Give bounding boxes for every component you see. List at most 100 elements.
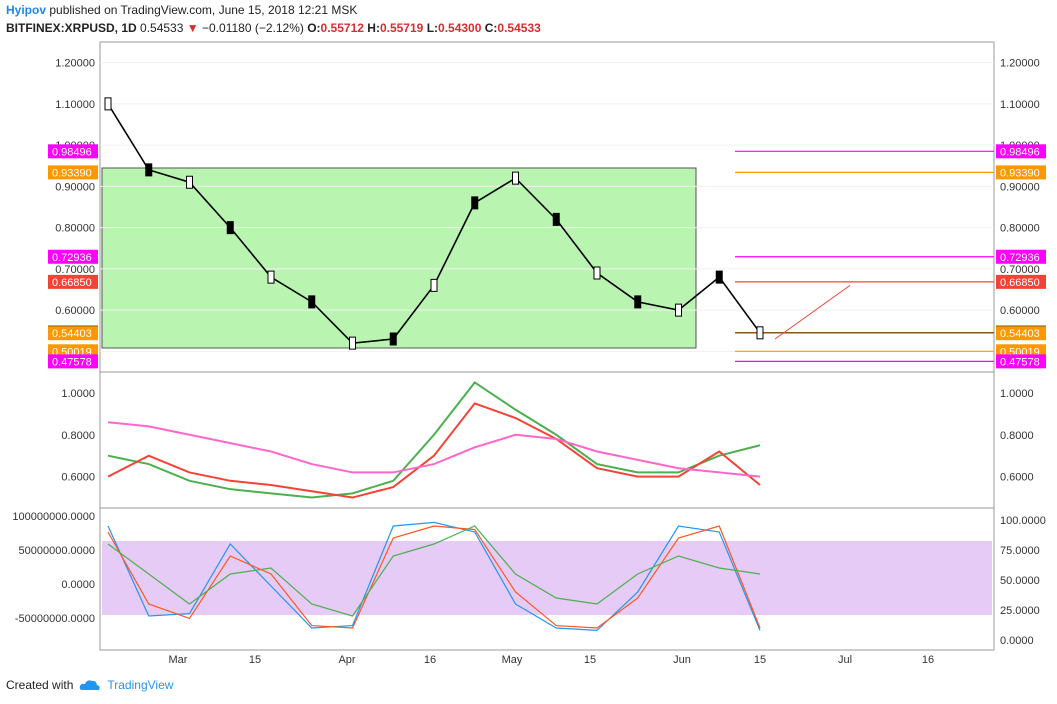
level-tag-left xyxy=(48,165,98,180)
level-tag-right xyxy=(996,274,1046,289)
price-candle xyxy=(308,295,316,309)
price-axis-right-label: 0.60000 xyxy=(1000,305,1040,317)
level-tag-left xyxy=(48,249,98,264)
level-tag-left xyxy=(48,274,98,289)
price-axis-right-label: 0.80000 xyxy=(1000,223,1040,235)
time-axis-label: 15 xyxy=(249,654,261,666)
osc-axis-right-label: 0.6000 xyxy=(1000,472,1034,484)
level-tag-right-label: 0.93390 xyxy=(1000,167,1040,179)
osc-series-line xyxy=(107,421,761,478)
level-tag-right xyxy=(996,249,1046,264)
time-axis-label: 15 xyxy=(754,654,766,666)
price-candle xyxy=(145,163,153,177)
time-axis-label: 16 xyxy=(424,654,436,666)
price-candle xyxy=(715,270,723,284)
oscillator-pane[interactable] xyxy=(99,371,995,509)
published-text: published on TradingView.com, June 15, 2… xyxy=(49,3,358,17)
stoch-axis-right-label: 50.0000 xyxy=(1000,575,1040,587)
stoch-axis-left-label: 50000000.0000 xyxy=(19,545,95,557)
publish-line: Hyipov published on TradingView.com, Jun… xyxy=(6,3,357,17)
tradingview-link[interactable]: TradingView xyxy=(107,678,174,692)
price-axis-right-label: 1.20000 xyxy=(1000,58,1040,70)
level-tag-left-label: 0.93390 xyxy=(52,167,92,179)
footer: Created with TradingView xyxy=(6,678,173,692)
level-tag-right-label: 0.72936 xyxy=(1000,252,1040,264)
osc-series-line xyxy=(107,381,761,499)
open-value: 0.55712 xyxy=(320,21,364,35)
created-with-label: Created with xyxy=(6,678,74,692)
level-tag-left xyxy=(48,326,98,341)
time-axis-label: Apr xyxy=(338,654,355,666)
high-label: H: xyxy=(367,21,380,35)
osc-axis-left-label: 1.0000 xyxy=(61,388,95,400)
high-value: 0.55719 xyxy=(379,21,424,35)
ohlc-line: BITFINEX:XRPUSD, 1D 0.54533 ▼ −0.01180 (… xyxy=(6,21,541,35)
stoch-series-line xyxy=(107,525,761,629)
low-label: L: xyxy=(426,21,439,35)
price-axis-left-label: 0.80000 xyxy=(55,223,95,235)
price-candle xyxy=(512,171,519,185)
green-range-box xyxy=(101,167,697,349)
tradingview-cloud-icon xyxy=(80,680,101,690)
down-arrow-icon: ▼ xyxy=(186,21,199,35)
low-value: 0.54300 xyxy=(438,21,482,35)
level-tag-left xyxy=(48,354,98,369)
open-label: O: xyxy=(307,21,321,35)
level-tag-right xyxy=(996,165,1046,180)
level-tag-left-label: 0.66850 xyxy=(52,277,92,289)
price-candle xyxy=(675,303,682,317)
level-tag-right-label: 0.66850 xyxy=(1000,277,1040,289)
price-candle xyxy=(226,221,234,235)
time-axis-label: 16 xyxy=(922,654,934,666)
price-axis-left-label: 0.70000 xyxy=(55,264,95,276)
level-tag-right-label: 0.54403 xyxy=(1000,328,1040,340)
price-axis-left-label: 0.60000 xyxy=(55,305,95,317)
level-tag-left-label: 0.98496 xyxy=(52,146,92,158)
stoch-axis-right-label: 25.0000 xyxy=(1000,605,1040,617)
level-tag-right-label: 0.98496 xyxy=(1000,146,1040,158)
osc-series-line xyxy=(107,402,761,499)
price-axis-right-label: 0.70000 xyxy=(1000,264,1040,276)
symbol-label: BITFINEX:XRPUSD, 1D xyxy=(6,21,137,35)
price-change: −0.01180 (−2.12%) xyxy=(202,21,304,35)
price-axis-left-label: 0.90000 xyxy=(55,181,95,193)
price-candle xyxy=(349,336,356,350)
price-candle xyxy=(756,326,764,340)
level-tag-left xyxy=(48,144,98,159)
price-candle xyxy=(186,175,193,189)
price-candle xyxy=(267,270,275,284)
stoch-series-line xyxy=(107,521,761,632)
stoch-axis-right-label: 100.0000 xyxy=(1000,515,1046,527)
last-price: 0.54533 xyxy=(140,21,184,35)
time-axis-label: Jun xyxy=(673,654,691,666)
stoch-axis-left-label: 100000000.0000 xyxy=(12,511,95,523)
level-tag-right xyxy=(996,326,1046,341)
level-tag-left-label: 0.47578 xyxy=(52,356,92,368)
level-tag-right xyxy=(996,144,1046,159)
close-value: 0.54533 xyxy=(497,21,541,35)
level-tag-left-label: 0.72936 xyxy=(52,252,92,264)
osc-axis-right-label: 1.0000 xyxy=(1000,388,1034,400)
projection-arrow xyxy=(774,284,851,340)
osc-axis-left-label: 0.6000 xyxy=(61,472,95,484)
price-axis-right-label: 1.10000 xyxy=(1000,99,1040,111)
price-axis-right-label: 0.90000 xyxy=(1000,181,1040,193)
osc-axis-left-label: 0.8000 xyxy=(61,430,95,442)
stoch-series-line xyxy=(107,525,761,617)
time-axis-label: Jul xyxy=(838,654,852,666)
stochastic-band xyxy=(102,541,992,615)
level-tag-right-label: 0.47578 xyxy=(1000,356,1040,368)
price-candle xyxy=(430,278,438,292)
stoch-axis-right-label: 75.0000 xyxy=(1000,545,1040,557)
price-axis-left-label: 1.20000 xyxy=(55,58,95,70)
level-tag-right xyxy=(996,354,1046,369)
author-name[interactable]: Hyipov xyxy=(6,3,47,17)
stoch-axis-left-label: 0.0000 xyxy=(61,579,95,591)
price-axis-left-label: 1.10000 xyxy=(55,99,95,111)
price-candle xyxy=(471,196,479,210)
stoch-axis-left-label: -50000000.0000 xyxy=(15,613,95,625)
osc-axis-right-label: 0.8000 xyxy=(1000,430,1034,442)
close-label: C: xyxy=(484,21,498,35)
price-candle xyxy=(104,97,112,111)
